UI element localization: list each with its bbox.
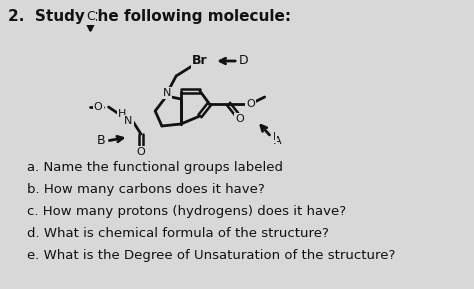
Text: H: H (118, 109, 126, 119)
Text: O: O (137, 147, 145, 157)
Text: O: O (236, 114, 244, 124)
Text: O: O (94, 102, 102, 112)
Text: D: D (239, 55, 248, 68)
Text: d. What is chemical formula of the structure?: d. What is chemical formula of the struc… (27, 227, 328, 240)
Text: a. Name the functional groups labeled: a. Name the functional groups labeled (27, 161, 283, 174)
Text: b. How many carbons does it have?: b. How many carbons does it have? (27, 183, 264, 196)
Text: I: I (273, 132, 275, 142)
Text: B: B (97, 134, 105, 147)
Text: Br: Br (192, 55, 208, 68)
Text: e. What is the Degree of Unsaturation of the structure?: e. What is the Degree of Unsaturation of… (27, 249, 395, 262)
Text: 2.  Study the following molecule:: 2. Study the following molecule: (8, 9, 291, 24)
Text: C: C (86, 10, 95, 23)
Text: A: A (274, 136, 282, 146)
Text: N: N (124, 116, 133, 126)
Text: O: O (246, 99, 255, 109)
Text: N: N (163, 88, 171, 98)
Text: c. How many protons (hydrogens) does it have?: c. How many protons (hydrogens) does it … (27, 205, 346, 218)
